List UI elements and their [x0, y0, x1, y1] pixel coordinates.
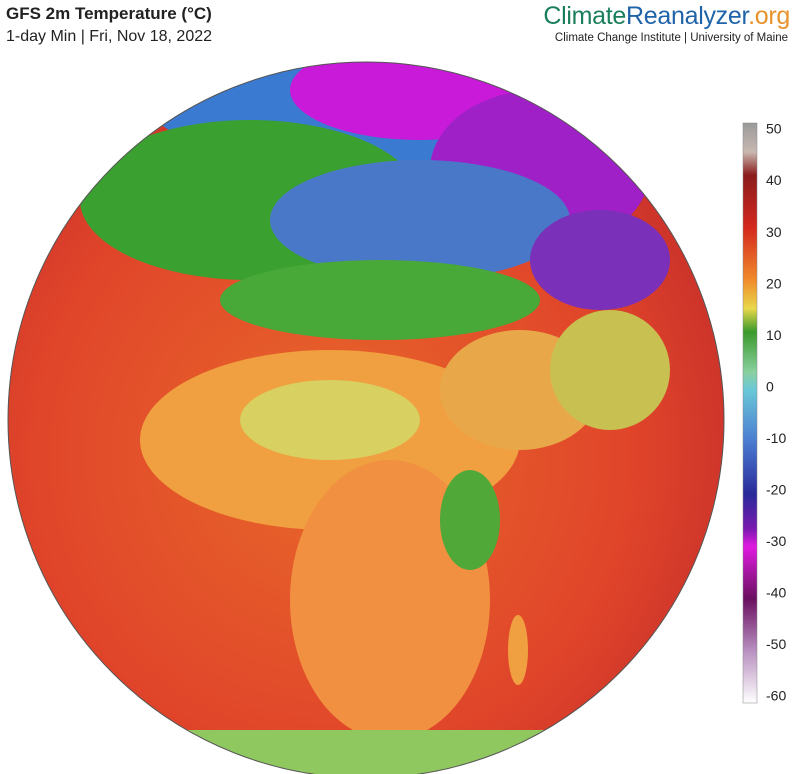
subtitle: 1-day Min | Fri, Nov 18, 2022 [6, 28, 213, 45]
colorbar-tick-label: 10 [766, 327, 782, 343]
colorbar-tick-label: 30 [766, 224, 782, 240]
title: GFS 2m Temperature (°C) [6, 4, 212, 23]
logo-part: Reanalyzer [626, 2, 749, 30]
colorbar-tick-label: 40 [766, 172, 782, 188]
colorbar-tick-label: -10 [766, 430, 786, 446]
colorbar-tick-label: -60 [766, 688, 786, 704]
colorbar-tick-label: -20 [766, 482, 786, 498]
globe-outline [7, 61, 725, 774]
colorbar-tick-label: 20 [766, 275, 782, 291]
colorbar [742, 122, 758, 704]
colorbar-tick-label: 50 [766, 121, 782, 137]
logo-tagline: Climate Change Institute | University of… [554, 32, 788, 44]
logo: ClimateReanalyzer.org [543, 2, 790, 31]
colorbar-tick-label: -40 [766, 585, 786, 601]
colorbar-ticks: 50 40 30 20 10 0 -10 -20 -30 -40 -50 -60 [766, 121, 786, 704]
logo-part: .org [748, 2, 790, 30]
colorbar-tick-label: -30 [766, 533, 786, 549]
colorbar-tick-label: -50 [766, 636, 786, 652]
colorbar-tick-label: 0 [766, 378, 774, 394]
logo-part: Climate [543, 2, 627, 30]
